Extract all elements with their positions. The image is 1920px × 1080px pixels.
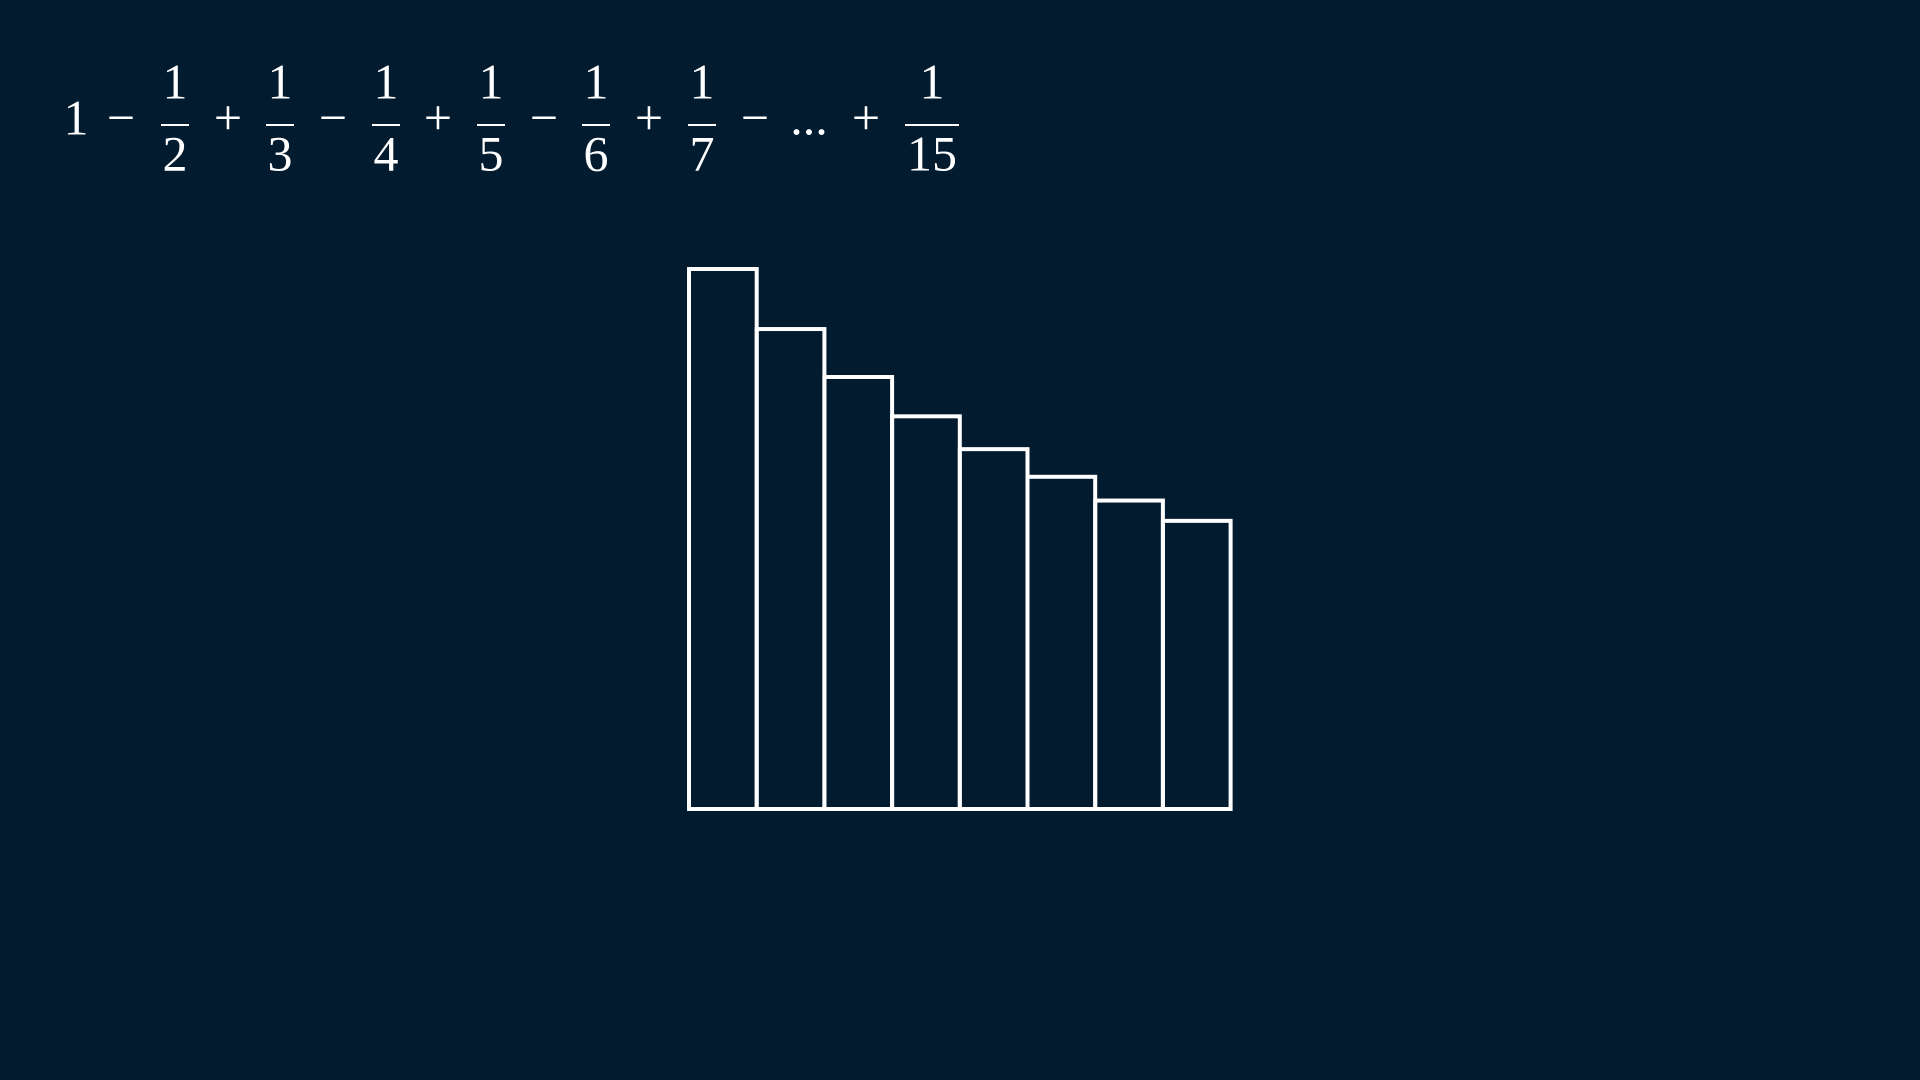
numerator: 1 [584,53,609,109]
operator: − [530,89,558,145]
numerator: 1 [920,53,945,109]
operator: − [741,89,769,145]
term: 1 [64,89,89,145]
denominator: 5 [479,125,504,181]
numerator: 1 [690,53,715,109]
bar [1160,518,1233,812]
numerator: 1 [268,53,293,109]
bars [687,267,1233,812]
operator: − [107,89,135,145]
operator: + [852,89,880,145]
formula: 1 −12+13−14+15−16+17−... +115 [64,53,959,181]
denominator: 2 [163,125,188,181]
numerator: 1 [374,53,399,109]
operator: + [424,89,452,145]
denominator: 15 [907,125,957,181]
denominator: 7 [690,125,715,181]
numerator: 1 [163,53,188,109]
numerator: 1 [479,53,504,109]
operator: + [635,89,663,145]
denominator: 6 [584,125,609,181]
ellipsis: ... [790,89,828,145]
denominator: 3 [268,125,293,181]
denominator: 4 [374,125,399,181]
operator: − [319,89,347,145]
operator: + [214,89,242,145]
